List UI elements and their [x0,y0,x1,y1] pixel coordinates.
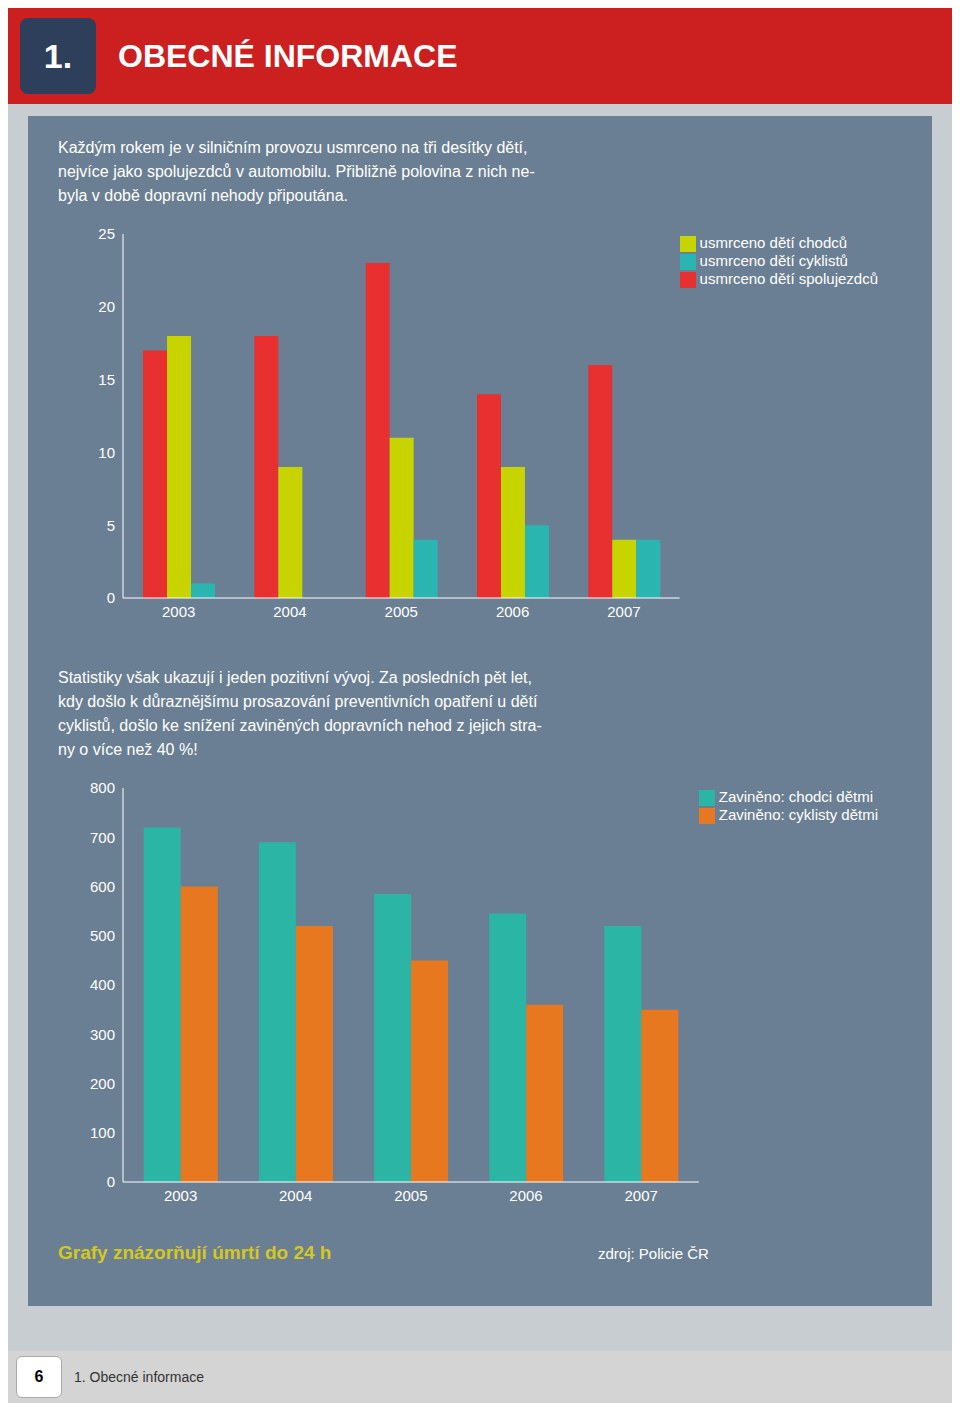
svg-text:2007: 2007 [625,1187,658,1204]
html-text:byla v době dopravní nehody př: byla v době dopravní nehody připoutána. [58,187,348,204]
svg-text:800: 800 [90,779,115,796]
html-text:cyklistů, došlo ke snížení zav: cyklistů, došlo ke snížení zaviněných do… [58,717,542,734]
html-text:usmrceno dětí chodců: usmrceno dětí chodců [699,234,848,251]
html-text:1.: 1. [43,36,73,75]
html-text:1. Obecné informace: 1. Obecné informace [74,1369,204,1385]
svg-text:300: 300 [90,1026,115,1043]
html-text:OBECNÉ INFORMACE: OBECNÉ INFORMACE [118,37,458,74]
html-text:Zaviněno: cyklisty dětmi: Zaviněno: cyklisty dětmi [718,806,878,823]
svg-text:2006: 2006 [509,1187,542,1204]
html-text:ny o více než 40 %!: ny o více než 40 %! [58,741,198,758]
svg-text:10: 10 [98,444,115,461]
svg-text:0: 0 [107,1173,115,1190]
html-text:zdroj: Policie ČR: zdroj: Policie ČR [598,1245,709,1262]
svg-text:400: 400 [90,976,115,993]
svg-text:200: 200 [90,1075,115,1092]
html-text:nejvíce jako spolujezdců v aut: nejvíce jako spolujezdců v automobilu. P… [58,163,535,180]
svg-text:20: 20 [98,298,115,315]
html-text:kdy došlo k důraznějšímu prosa: kdy došlo k důraznějšímu prosazování pre… [58,693,538,710]
svg-text:25: 25 [98,225,115,242]
svg-text:15: 15 [98,371,115,388]
html-text:Každým rokem je v silničním pr: Každým rokem je v silničním provozu usmr… [58,139,528,156]
html-text:6: 6 [34,1368,44,1385]
svg-text:2003: 2003 [164,1187,197,1204]
svg-text:2005: 2005 [394,1187,427,1204]
svg-text:2007: 2007 [607,603,640,620]
html-text:Statistiky však ukazují i jede: Statistiky však ukazují i jeden pozitivn… [58,669,532,686]
svg-text:2005: 2005 [385,603,418,620]
svg-text:2004: 2004 [273,603,306,620]
svg-text:700: 700 [90,829,115,846]
html-text:Grafy znázorňují úmrtí do 24 h: Grafy znázorňují úmrtí do 24 h [58,1242,332,1263]
svg-text:100: 100 [90,1124,115,1141]
svg-text:2004: 2004 [279,1187,312,1204]
svg-text:2003: 2003 [162,603,195,620]
svg-text:600: 600 [90,878,115,895]
html-text:usmrceno dětí spolujezdců: usmrceno dětí spolujezdců [699,270,878,287]
svg-text:2006: 2006 [496,603,529,620]
html-text:Zaviněno: chodci dětmi: Zaviněno: chodci dětmi [718,788,873,805]
svg-text:0: 0 [107,589,115,606]
html-text:usmrceno dětí cyklistů: usmrceno dětí cyklistů [699,252,848,269]
svg-text:5: 5 [107,517,115,534]
svg-text:500: 500 [90,927,115,944]
